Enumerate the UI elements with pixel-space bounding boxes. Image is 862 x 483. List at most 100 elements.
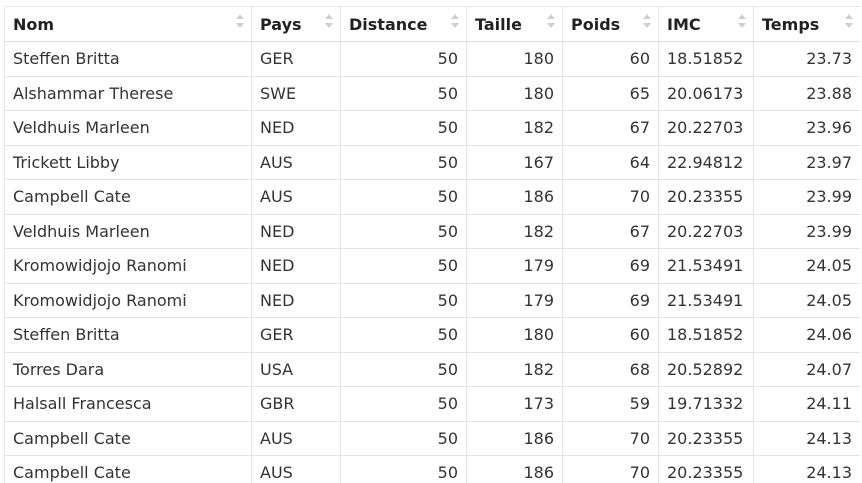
table-cell-distance: 50 (340, 110, 467, 146)
column-header-label: Nom (13, 15, 55, 34)
table-cell-distance: 50 (340, 317, 467, 353)
table-cell-pays: AUS (251, 420, 341, 456)
table-cell-nom: Campbell Cate (4, 179, 252, 215)
table-cell-temps: 23.99 (753, 179, 860, 215)
table-cell-distance: 50 (340, 386, 467, 422)
sort-icon[interactable] (325, 14, 333, 32)
table-cell-taille: 179 (466, 282, 563, 318)
table-cell-imc: 19.71332 (658, 386, 754, 422)
column-header-temps[interactable]: Temps (753, 6, 860, 42)
data-table-container: Nom Pays Distance Taille Poids IMC Temps Steff… (4, 6, 860, 483)
table-cell-imc: 20.22703 (658, 213, 754, 249)
table-cell-pays: USA (251, 351, 341, 387)
table-row: Campbell Cate AUS 50 186 70 20.23355 24.13 (4, 420, 860, 456)
table-cell-imc: 18.51852 (658, 317, 754, 353)
table-cell-nom: Halsall Francesca (4, 386, 252, 422)
column-header-poids[interactable]: Poids (562, 6, 659, 42)
table-row: Trickett Libby AUS 50 167 64 22.94812 23.97 (4, 144, 860, 180)
sort-icon[interactable] (236, 14, 244, 32)
table-cell-nom: Kromowidjojo Ranomi (4, 282, 252, 318)
sort-descending-arrow-icon (738, 23, 746, 28)
table-row: Halsall Francesca GBR 50 173 59 19.71332 24.11 (4, 386, 860, 422)
sort-ascending-arrow-icon (451, 14, 459, 19)
table-cell-imc: 20.22703 (658, 110, 754, 146)
table-cell-taille: 173 (466, 386, 563, 422)
sort-icon[interactable] (738, 14, 746, 32)
table-cell-nom: Steffen Britta (4, 41, 252, 77)
column-header-imc[interactable]: IMC (658, 6, 754, 42)
table-cell-temps: 24.06 (753, 317, 860, 353)
table-cell-poids: 64 (562, 144, 659, 180)
table-cell-poids: 67 (562, 213, 659, 249)
table-cell-poids: 60 (562, 41, 659, 77)
table-cell-temps: 24.05 (753, 282, 860, 318)
table-cell-poids: 70 (562, 179, 659, 215)
column-header-distance[interactable]: Distance (340, 6, 467, 42)
table-body: Steffen Britta GER 50 180 60 18.51852 23.73 Als… (4, 41, 860, 483)
table-cell-nom: Steffen Britta (4, 317, 252, 353)
table-cell-taille: 180 (466, 317, 563, 353)
table-cell-taille: 186 (466, 179, 563, 215)
table-row: Steffen Britta GER 50 180 60 18.51852 23.73 (4, 41, 860, 77)
sort-icon[interactable] (845, 14, 853, 32)
sort-descending-arrow-icon (236, 23, 244, 28)
column-header-pays[interactable]: Pays (251, 6, 341, 42)
header-row: Nom Pays Distance Taille Poids IMC Temps (4, 6, 860, 42)
column-header-label: Distance (349, 15, 428, 34)
sort-icon[interactable] (547, 14, 555, 32)
table-cell-pays: NED (251, 213, 341, 249)
table-cell-temps: 23.99 (753, 213, 860, 249)
table-cell-nom: Torres Dara (4, 351, 252, 387)
table-cell-pays: NED (251, 110, 341, 146)
sort-descending-arrow-icon (451, 23, 459, 28)
table-cell-nom: Veldhuis Marleen (4, 213, 252, 249)
table-cell-temps: 24.13 (753, 455, 860, 483)
table-row: Kromowidjojo Ranomi NED 50 179 69 21.53491 24.… (4, 282, 860, 318)
table-cell-temps: 24.05 (753, 248, 860, 284)
table-cell-poids: 69 (562, 282, 659, 318)
table-cell-temps: 23.88 (753, 75, 860, 111)
table-header: Nom Pays Distance Taille Poids IMC Temps (4, 6, 860, 42)
table-cell-imc: 21.53491 (658, 248, 754, 284)
table-cell-distance: 50 (340, 248, 467, 284)
table-row: Kromowidjojo Ranomi NED 50 179 69 21.53491 24.… (4, 248, 860, 284)
table-cell-pays: GER (251, 317, 341, 353)
column-header-label: Taille (475, 15, 522, 34)
column-header-label: IMC (667, 15, 701, 34)
column-header-taille[interactable]: Taille (466, 6, 563, 42)
table-cell-poids: 70 (562, 455, 659, 483)
table-cell-distance: 50 (340, 420, 467, 456)
table-row: Veldhuis Marleen NED 50 182 67 20.22703 23.99 (4, 213, 860, 249)
table-cell-imc: 20.23355 (658, 179, 754, 215)
table-cell-pays: AUS (251, 455, 341, 483)
column-header-label: Poids (571, 15, 621, 34)
table-cell-temps: 24.07 (753, 351, 860, 387)
sort-ascending-arrow-icon (236, 14, 244, 19)
table-cell-nom: Campbell Cate (4, 455, 252, 483)
table-row: Veldhuis Marleen NED 50 182 67 20.22703 23.96 (4, 110, 860, 146)
sort-ascending-arrow-icon (325, 14, 333, 19)
sort-descending-arrow-icon (643, 23, 651, 28)
table-cell-poids: 60 (562, 317, 659, 353)
column-header-nom[interactable]: Nom (4, 6, 252, 42)
sort-icon[interactable] (643, 14, 651, 32)
table-cell-imc: 20.06173 (658, 75, 754, 111)
sort-ascending-arrow-icon (738, 14, 746, 19)
table-cell-taille: 180 (466, 41, 563, 77)
table-row: Alshammar Therese SWE 50 180 65 20.06173 23.88 (4, 75, 860, 111)
table-cell-poids: 68 (562, 351, 659, 387)
table-cell-distance: 50 (340, 41, 467, 77)
table-cell-imc: 20.23355 (658, 420, 754, 456)
table-cell-poids: 65 (562, 75, 659, 111)
table-cell-poids: 59 (562, 386, 659, 422)
table-cell-pays: NED (251, 248, 341, 284)
table-cell-pays: NED (251, 282, 341, 318)
table-cell-temps: 24.11 (753, 386, 860, 422)
table-cell-pays: SWE (251, 75, 341, 111)
table-cell-imc: 18.51852 (658, 41, 754, 77)
sort-descending-arrow-icon (845, 23, 853, 28)
table-cell-nom: Kromowidjojo Ranomi (4, 248, 252, 284)
table-cell-nom: Trickett Libby (4, 144, 252, 180)
sort-icon[interactable] (451, 14, 459, 32)
table-cell-distance: 50 (340, 75, 467, 111)
